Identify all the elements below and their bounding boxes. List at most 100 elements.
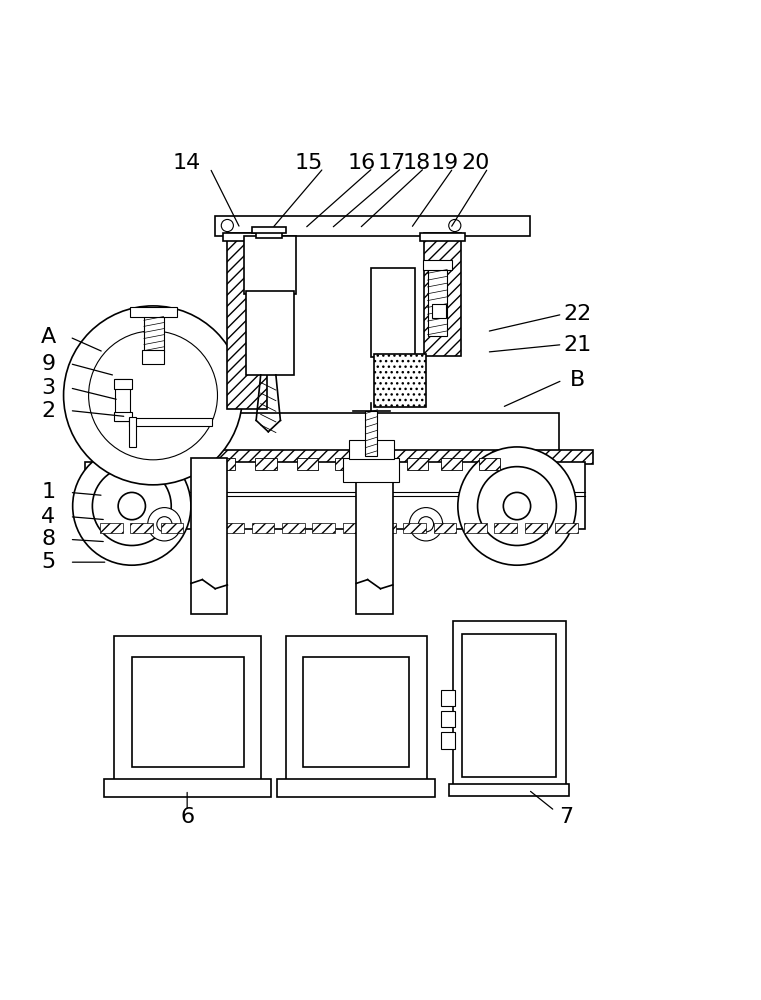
Bar <box>113 412 132 421</box>
Circle shape <box>92 467 171 545</box>
Bar <box>144 314 164 352</box>
Bar <box>335 458 356 470</box>
Bar <box>252 227 286 233</box>
Bar <box>113 379 132 389</box>
Circle shape <box>118 492 145 520</box>
Bar <box>103 779 271 797</box>
Bar <box>221 523 244 533</box>
Bar <box>479 458 500 470</box>
Bar <box>297 458 318 470</box>
Bar <box>282 523 304 533</box>
Bar <box>423 260 452 270</box>
Circle shape <box>221 219 234 232</box>
Text: 19: 19 <box>431 153 459 173</box>
Bar <box>312 523 335 533</box>
Text: B: B <box>570 370 585 390</box>
Circle shape <box>157 517 172 532</box>
Circle shape <box>503 492 530 520</box>
Bar <box>161 523 183 533</box>
Text: 9: 9 <box>41 354 56 374</box>
Bar <box>286 636 427 782</box>
Bar <box>142 350 164 364</box>
Bar <box>555 523 578 533</box>
Bar <box>441 690 455 706</box>
Bar <box>356 458 393 614</box>
Bar <box>365 411 377 456</box>
Text: 21: 21 <box>563 335 592 355</box>
Text: 20: 20 <box>461 153 489 173</box>
Bar <box>403 523 426 533</box>
Bar <box>130 523 153 533</box>
Bar <box>407 458 428 470</box>
Text: 2: 2 <box>41 401 56 421</box>
Circle shape <box>88 331 218 460</box>
Bar <box>420 233 466 241</box>
Bar <box>428 266 447 336</box>
Bar <box>149 413 559 462</box>
Bar <box>113 636 262 782</box>
Circle shape <box>458 447 576 565</box>
Bar <box>434 523 457 533</box>
Bar <box>441 732 455 749</box>
Text: 17: 17 <box>377 153 406 173</box>
Bar <box>246 291 294 375</box>
Bar <box>191 458 228 614</box>
Bar <box>464 523 486 533</box>
Circle shape <box>419 517 434 532</box>
Bar <box>256 458 277 470</box>
Text: 14: 14 <box>173 153 201 173</box>
Text: 8: 8 <box>41 529 56 549</box>
Bar <box>130 307 177 317</box>
Text: A: A <box>41 327 56 347</box>
Text: 16: 16 <box>348 153 376 173</box>
Bar <box>214 458 235 470</box>
Bar <box>129 418 212 426</box>
Bar <box>191 523 214 533</box>
Bar <box>100 523 123 533</box>
Text: 4: 4 <box>41 507 56 527</box>
Bar <box>425 233 461 356</box>
Bar <box>252 523 275 533</box>
Circle shape <box>409 508 443 541</box>
Text: 1: 1 <box>41 482 56 502</box>
Text: 15: 15 <box>295 153 323 173</box>
Bar <box>494 523 517 533</box>
Circle shape <box>72 447 191 565</box>
Bar <box>115 379 130 421</box>
Bar <box>524 523 547 533</box>
Text: 18: 18 <box>403 153 431 173</box>
Bar <box>449 784 568 796</box>
Bar <box>371 268 416 357</box>
Circle shape <box>148 508 181 541</box>
Bar <box>303 657 409 767</box>
Text: 5: 5 <box>41 552 56 572</box>
Bar <box>463 634 556 777</box>
Bar <box>373 523 396 533</box>
Bar <box>256 232 282 238</box>
Circle shape <box>449 219 461 232</box>
Text: 6: 6 <box>180 807 194 827</box>
Bar <box>182 458 203 470</box>
Bar <box>373 458 394 470</box>
Bar <box>244 236 295 294</box>
Text: 7: 7 <box>559 807 573 827</box>
Text: 22: 22 <box>563 304 592 324</box>
Bar <box>441 458 463 470</box>
Bar <box>84 462 585 529</box>
Bar <box>215 216 530 236</box>
Bar <box>342 458 400 482</box>
Bar <box>342 523 365 533</box>
Circle shape <box>64 306 243 485</box>
Bar <box>454 621 565 787</box>
Text: 3: 3 <box>41 378 56 398</box>
Bar <box>132 657 244 767</box>
Bar <box>223 233 272 241</box>
Bar <box>129 417 136 447</box>
Bar <box>277 779 435 797</box>
Bar <box>432 304 446 318</box>
Bar <box>228 233 267 409</box>
Bar <box>441 711 455 727</box>
Bar <box>100 450 593 464</box>
Circle shape <box>478 467 556 545</box>
Bar <box>153 458 174 470</box>
